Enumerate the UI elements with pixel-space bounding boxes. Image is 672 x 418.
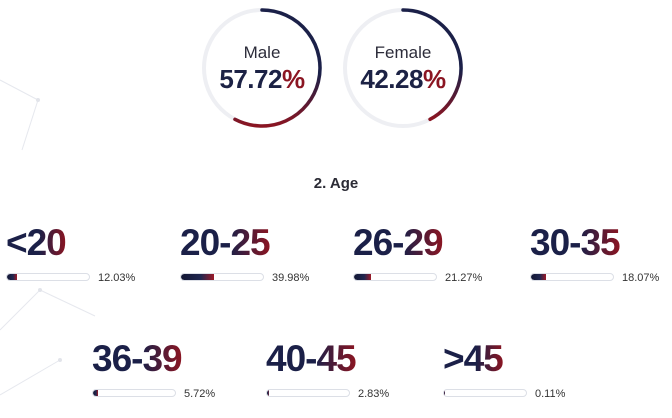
age-group-2: 26-29 21.27% [353,222,513,302]
female-ring: Female 42.28% [341,6,465,130]
ring-arc [401,8,463,122]
male-percentage: 57.72% [219,64,305,94]
age-group-label: <20 [6,222,67,263]
age-bar-value-label: 21.27% [445,272,483,284]
age-bar-value-label: 2.83% [358,388,390,400]
ring-arc [233,8,322,128]
age-bar-track [180,273,264,281]
age-bar-fill [354,274,372,280]
age-group-label: 20-25 [180,222,271,263]
age-bar-track [530,273,614,281]
age-group-6: >45 0.11% [443,338,603,418]
age-bar-value-label: 18.07% [622,272,660,284]
age-bar-value-label: 5.72% [184,388,216,400]
female-percentage: 42.28% [360,64,446,94]
age-group-label: 30-35 [530,222,621,263]
age-bar-fill [531,274,546,280]
age-bar-track [353,273,437,281]
age-bar-fill [181,274,214,280]
section-title-age: 2. Age [313,175,359,192]
age-bar-fill [444,390,446,396]
age-group-1: 20-25 39.98% [180,222,340,302]
age-group-label: 36-39 [92,338,183,379]
age-bar-fill [7,274,17,280]
age-bar-fill [93,390,98,396]
male-ring: Male 57.72% [200,6,324,130]
age-bar-value-label: 0.11% [535,388,566,400]
age-bar-track [266,389,350,397]
male-progress-ring [202,8,322,128]
age-bar-value-label: 39.98% [272,272,310,284]
age-group-0: <20 12.03% [6,222,166,302]
age-group-label: >45 [443,338,504,379]
female-label: Female [374,43,432,62]
age-group-label: 40-45 [266,338,357,379]
age-bar-track [443,389,527,397]
age-bar-value-label: 12.03% [98,272,136,284]
age-group-5: 40-45 2.83% [266,338,426,418]
age-bar-track [6,273,90,281]
age-group-label: 26-29 [353,222,444,263]
age-group-4: 36-39 5.72% [92,338,252,418]
female-progress-ring [343,8,463,128]
age-group-3: 30-35 18.07% [530,222,672,302]
male-label: Male [243,43,281,62]
age-bar-track [92,389,176,397]
age-bar-fill [267,390,270,396]
